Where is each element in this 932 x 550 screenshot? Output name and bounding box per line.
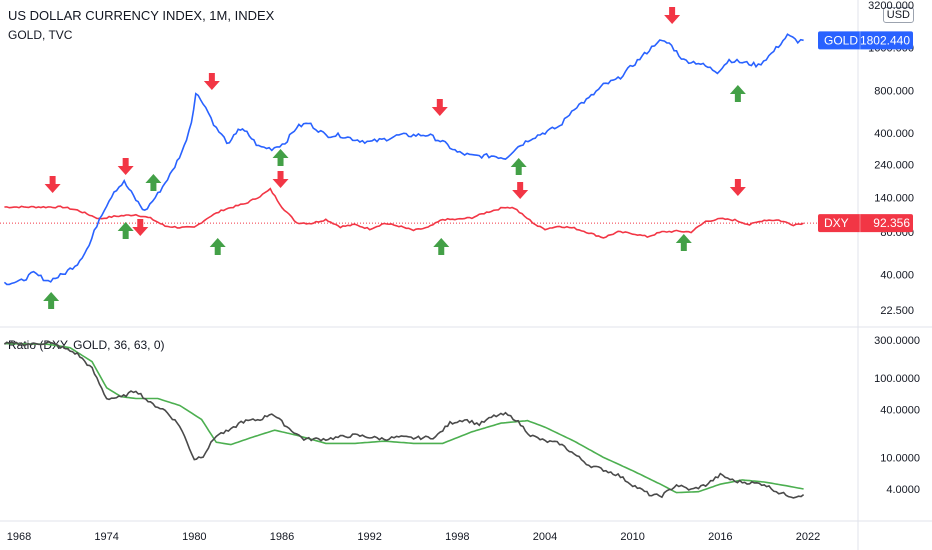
- gold-series-line: [3, 33, 804, 286]
- x-tick-label: 2004: [533, 531, 557, 543]
- x-tick-label: 2022: [796, 531, 820, 543]
- arrow-down-shape: [132, 219, 149, 236]
- x-tick-label: 1968: [7, 531, 31, 543]
- y-tick-label: 4.0000: [886, 484, 920, 496]
- arrow-up-icon: [510, 158, 527, 175]
- arrow-up-icon: [209, 238, 226, 255]
- arrow-up-shape: [510, 158, 527, 175]
- arrow-up-icon: [43, 292, 60, 309]
- y-tick-label: 400.000: [874, 128, 914, 140]
- arrow-down-shape: [431, 99, 448, 116]
- chart-title: US DOLLAR CURRENCY INDEX, 1M, INDEX: [8, 8, 275, 23]
- arrow-up-icon: [729, 85, 746, 102]
- x-tick-label: 1998: [445, 531, 469, 543]
- arrow-up-shape: [433, 238, 450, 255]
- y-tick-label: 40.000: [880, 270, 914, 282]
- arrow-up-shape: [145, 174, 162, 191]
- x-tick-label: 1986: [270, 531, 294, 543]
- x-tick-label: 1980: [182, 531, 206, 543]
- arrow-down-shape: [512, 182, 529, 199]
- y-tick-label: 300.0000: [874, 335, 920, 347]
- dxy-last-value: 92.356: [873, 216, 910, 230]
- dxy-badge-name: DXY: [824, 216, 849, 230]
- dxy-badge-bg: [818, 214, 913, 233]
- ratio-ma-line: [4, 342, 804, 494]
- arrow-up-shape: [675, 234, 692, 251]
- arrow-down-icon: [664, 7, 681, 24]
- arrow-down-shape: [272, 171, 289, 188]
- arrow-down-shape: [664, 7, 681, 24]
- arrow-down-icon: [431, 99, 448, 116]
- arrow-down-icon: [729, 179, 746, 196]
- y-tick-label: 100.0000: [874, 373, 920, 385]
- arrow-up-shape: [117, 222, 134, 239]
- y-tick-label: 800.000: [874, 85, 914, 97]
- arrow-down-shape: [729, 179, 746, 196]
- x-tick-label: 1974: [94, 531, 118, 543]
- arrow-up-shape: [209, 238, 226, 255]
- arrow-up-icon: [272, 149, 289, 166]
- x-tick-label: 2010: [620, 531, 644, 543]
- gold-last-value: 1802.440: [860, 33, 910, 47]
- arrow-up-icon: [145, 174, 162, 191]
- arrow-down-shape: [44, 176, 61, 193]
- x-tick-label: 1992: [357, 531, 381, 543]
- overlay-symbol-label: GOLD, TVC: [8, 28, 73, 42]
- arrow-down-icon: [512, 182, 529, 199]
- y-tick-label: 10.0000: [880, 452, 920, 464]
- arrow-up-icon: [675, 234, 692, 251]
- arrow-up-shape: [729, 85, 746, 102]
- arrow-up-icon: [433, 238, 450, 255]
- arrow-down-shape: [203, 73, 220, 90]
- arrow-down-shape: [117, 158, 134, 175]
- ratio-series-line: [3, 341, 805, 499]
- gold-badge-name: GOLD: [824, 33, 858, 47]
- y-tick-label: 22.500: [880, 305, 914, 317]
- indicator-title: Ratio (DXY, GOLD, 36, 63, 0): [8, 338, 165, 352]
- arrow-up-shape: [43, 292, 60, 309]
- arrow-down-icon: [44, 176, 61, 193]
- gold-badge-bg: [818, 31, 913, 50]
- arrow-down-icon: [203, 73, 220, 90]
- arrow-down-icon: [272, 171, 289, 188]
- arrow-up-icon: [117, 222, 134, 239]
- dxy-series-line: [4, 187, 804, 239]
- currency-badge[interactable]: USD: [882, 7, 914, 23]
- arrow-up-shape: [272, 149, 289, 166]
- arrow-down-icon: [117, 158, 134, 175]
- y-tick-label: 140.000: [874, 193, 914, 205]
- y-tick-label: 3200.000: [868, 0, 914, 12]
- arrow-down-icon: [132, 219, 149, 236]
- y-tick-label: 240.000: [874, 159, 914, 171]
- y-tick-label: 40.0000: [880, 405, 920, 417]
- x-tick-label: 2016: [708, 531, 732, 543]
